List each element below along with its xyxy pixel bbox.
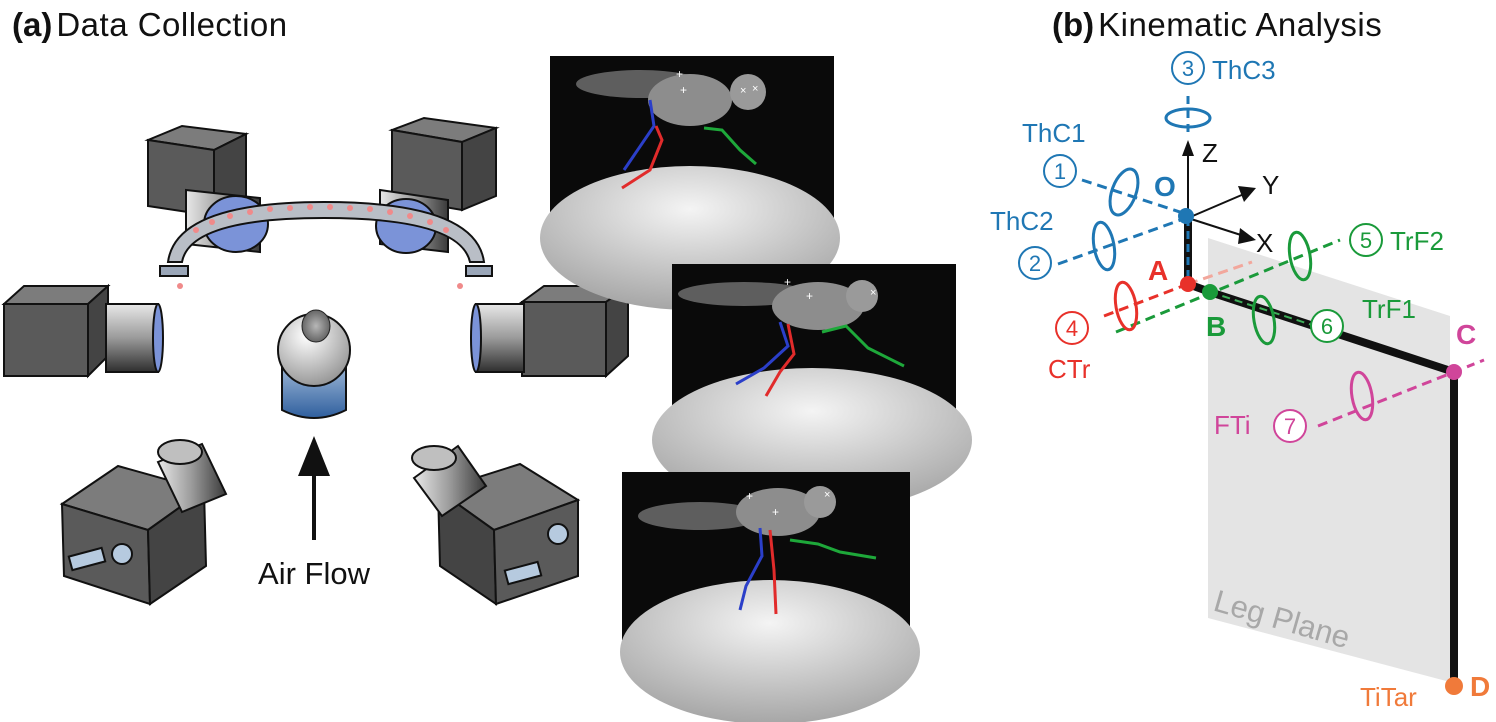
svg-text:×: × [752, 83, 758, 95]
joint-trf1-number: 6 [1321, 314, 1333, 339]
panel-a-title: Data Collection [56, 6, 288, 43]
joint-ctr-name: CTr [1048, 354, 1091, 384]
thc2-axis [1057, 216, 1187, 266]
panel-a-letter: (a) [12, 6, 53, 43]
ctr-rotation-arrow [1113, 280, 1139, 332]
svg-text:+: + [676, 67, 683, 81]
joint-ctr-number: 4 [1066, 316, 1078, 341]
point-a [1180, 276, 1196, 292]
joint-thc1-name: ThC1 [1022, 118, 1086, 148]
joint-trf2: 5 TrF2 [1349, 223, 1444, 257]
tip-label: TiTar [1360, 682, 1417, 712]
fti-rotation-arrow [1349, 370, 1375, 422]
joint-thc2-name: ThC2 [990, 206, 1054, 236]
panel-b-letter: (b) [1052, 6, 1095, 43]
point-b [1202, 284, 1218, 300]
thc2-rotation-arrow [1091, 220, 1117, 272]
point-c [1446, 364, 1462, 380]
joint-fti-name: FTi [1214, 410, 1251, 440]
point-d [1445, 677, 1463, 695]
joint-thc1-number: 1 [1054, 159, 1066, 184]
panel-b-title: Kinematic Analysis [1098, 6, 1383, 43]
point-d-label: D [1470, 671, 1490, 702]
svg-text:+: + [680, 83, 687, 97]
camera-bottom-right [411, 444, 581, 606]
point-c-label: C [1456, 319, 1476, 350]
joint-thc3: 3 ThC3 [1171, 51, 1276, 85]
joint-ctr: 4 CTr [1048, 311, 1091, 384]
trf2-rotation-arrow [1287, 230, 1313, 282]
svg-text:×: × [824, 489, 830, 501]
camera-left [1, 283, 164, 379]
svg-text:+: + [784, 275, 791, 289]
joint-fti-number: 7 [1284, 414, 1296, 439]
camera-back-right [375, 116, 500, 254]
thc1-rotation-arrow [1108, 167, 1140, 217]
point-o [1178, 208, 1194, 224]
svg-text:×: × [740, 85, 746, 97]
point-o-label: O [1154, 171, 1176, 202]
svg-text:+: + [772, 505, 779, 519]
panel-b-illustration: Leg Plane Z Y X [990, 51, 1490, 712]
joint-fti: FTi 7 [1214, 409, 1307, 443]
trf2-axis [1115, 238, 1341, 334]
fti-axis [1317, 370, 1455, 428]
thc3-rotation-arrow [1164, 107, 1212, 129]
ctr-axis-faded [1187, 260, 1253, 286]
fly-photo-1: + + × × [540, 56, 840, 310]
svg-text:×: × [870, 287, 876, 299]
fly-photo-3: + + × [620, 472, 920, 722]
air-flow-arrow [298, 436, 330, 540]
coordinate-axes [1182, 140, 1256, 244]
treadmill-ball [277, 309, 351, 419]
joint-thc2: ThC2 2 [990, 206, 1054, 280]
point-a-label: A [1148, 255, 1168, 286]
joint-thc3-number: 3 [1182, 56, 1194, 81]
joint-trf1: TrF1 6 [1310, 294, 1416, 343]
joint-thc3-name: ThC3 [1212, 55, 1276, 85]
joint-trf1-name: TrF1 [1362, 294, 1416, 324]
svg-text:+: + [806, 289, 813, 303]
joint-trf2-name: TrF2 [1390, 226, 1444, 256]
panel-b-label: (b) Kinematic Analysis [1052, 6, 1382, 44]
joint-trf2-number: 5 [1360, 228, 1372, 253]
axis-x-label: X [1256, 228, 1273, 258]
axis-z-label: Z [1202, 138, 1218, 168]
joint-thc1: ThC1 1 [1022, 118, 1086, 188]
camera-right [470, 284, 632, 379]
panel-a-label: (a) Data Collection [12, 6, 288, 44]
joint-thc2-number: 2 [1029, 251, 1041, 276]
camera-bottom-left [59, 439, 228, 606]
led-ring [159, 200, 493, 289]
svg-text:+: + [746, 489, 753, 503]
panel-a-illustration: Air Flow [1, 56, 972, 722]
air-flow-label: Air Flow [258, 556, 371, 591]
axis-y-label: Y [1262, 170, 1279, 200]
rotation-arrows [1091, 107, 1375, 422]
trf1-rotation-arrow [1251, 294, 1277, 346]
point-b-label: B [1206, 311, 1226, 342]
